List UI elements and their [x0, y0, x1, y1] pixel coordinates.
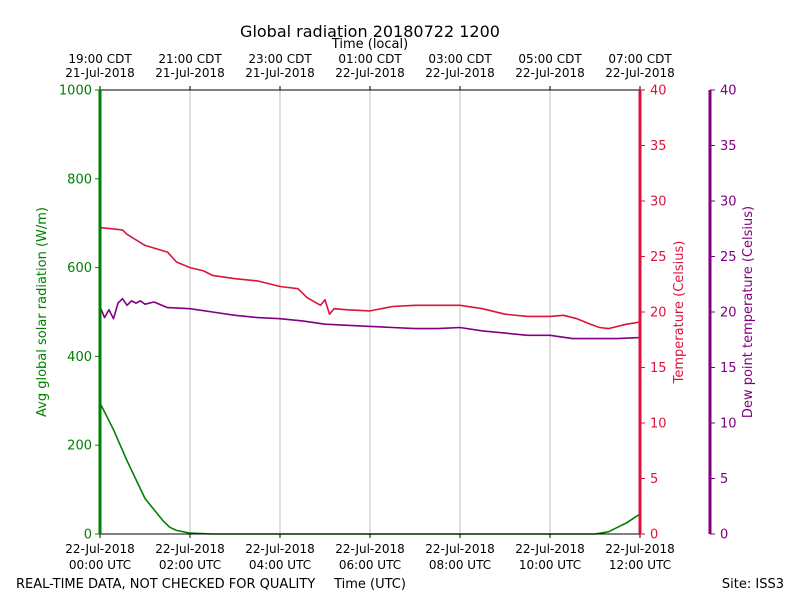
top-tick-label: 21-Jul-2018	[65, 66, 135, 80]
top-tick-label: 03:00 CDT	[428, 52, 492, 66]
right-tick-label: 40	[650, 84, 667, 99]
top-tick-label: 07:00 CDT	[608, 52, 672, 66]
bottom-tick-label: 06:00 UTC	[339, 558, 401, 572]
series-line-right	[99, 226, 641, 330]
right-tick-label: 0	[650, 528, 658, 543]
right-axis-label: Temperature (Celsius)	[672, 241, 687, 385]
bottom-tick-label: 22-Jul-2018	[425, 542, 495, 556]
footer-right: Site: ISS3	[722, 577, 784, 592]
top-tick-label: 21-Jul-2018	[155, 66, 225, 80]
bottom-tick-label: 22-Jul-2018	[245, 542, 315, 556]
top-tick-label: 05:00 CDT	[518, 52, 582, 66]
far-right-tick-label: 20	[720, 306, 737, 321]
left-tick-label: 600	[67, 261, 92, 276]
top-tick-label: 19:00 CDT	[68, 52, 132, 66]
left-axis-label: Avg global solar radiation (W/m)	[35, 207, 50, 417]
axes	[95, 86, 715, 538]
left-tick-label: 0	[84, 528, 92, 543]
bottom-axis-label: Time (UTC)	[333, 577, 406, 592]
far-right-tick-label: 25	[720, 250, 737, 265]
left-tick-label: 200	[67, 439, 92, 454]
right-tick-label: 20	[650, 306, 667, 321]
far-right-axis-label: Dew point temperature (Celsius)	[741, 206, 756, 418]
left-tick-label: 1000	[59, 84, 92, 99]
series-line-far_right	[99, 297, 641, 340]
left-tick-label: 800	[67, 172, 92, 187]
left-tick-label: 400	[67, 350, 92, 365]
bottom-tick-label: 12:00 UTC	[609, 558, 671, 572]
far-right-tick-label: 5	[720, 472, 728, 487]
top-tick-label: 22-Jul-2018	[605, 66, 675, 80]
footer-left: REAL-TIME DATA, NOT CHECKED FOR QUALITY	[16, 577, 315, 592]
far-right-tick-label: 35	[720, 139, 737, 154]
far-right-tick-label: 40	[720, 84, 737, 99]
right-tick-label: 35	[650, 139, 667, 154]
far-right-tick-label: 0	[720, 528, 728, 543]
top-tick-label: 21:00 CDT	[158, 52, 222, 66]
bottom-tick-label: 22-Jul-2018	[335, 542, 405, 556]
top-tick-label: 01:00 CDT	[338, 52, 402, 66]
bottom-tick-label: 22-Jul-2018	[155, 542, 225, 556]
bottom-tick-label: 08:00 UTC	[429, 558, 491, 572]
bottom-tick-label: 10:00 UTC	[519, 558, 581, 572]
top-tick-label: 23:00 CDT	[248, 52, 312, 66]
grid-lines	[99, 90, 641, 534]
right-tick-label: 25	[650, 250, 667, 265]
bottom-tick-label: 22-Jul-2018	[65, 542, 135, 556]
bottom-tick-label: 04:00 UTC	[249, 558, 311, 572]
bottom-tick-label: 02:00 UTC	[159, 558, 221, 572]
top-tick-label: 22-Jul-2018	[515, 66, 585, 80]
tick-labels: 22-Jul-2018 00:00 UTC 22-Jul-2018 02:00 UTC…	[59, 52, 737, 572]
top-tick-label: 22-Jul-2018	[425, 66, 495, 80]
bottom-tick-label: 22-Jul-2018	[605, 542, 675, 556]
chart-title: Global radiation 20180722 1200	[240, 22, 500, 41]
right-tick-label: 10	[650, 417, 667, 432]
top-tick-label: 21-Jul-2018	[245, 66, 315, 80]
top-tick-label: 22-Jul-2018	[335, 66, 405, 80]
right-tick-label: 15	[650, 361, 667, 376]
bottom-tick-label: 00:00 UTC	[69, 558, 131, 572]
far-right-tick-label: 10	[720, 417, 737, 432]
right-tick-label: 30	[650, 195, 667, 210]
far-right-tick-label: 15	[720, 361, 737, 376]
far-right-tick-label: 30	[720, 195, 737, 210]
bottom-tick-label: 22-Jul-2018	[515, 542, 585, 556]
right-tick-label: 5	[650, 472, 658, 487]
top-axis-label: Time (local)	[331, 37, 408, 52]
